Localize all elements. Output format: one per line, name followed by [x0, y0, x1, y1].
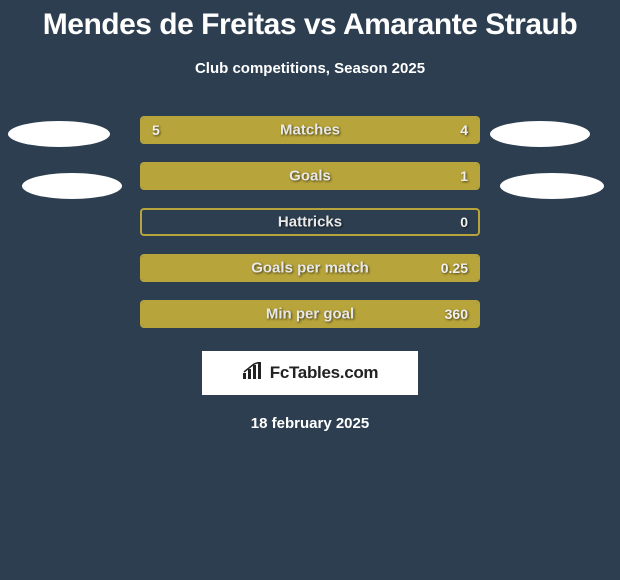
stat-row: 0.25 Goals per match: [0, 245, 620, 291]
stat-value-right: 360: [445, 306, 468, 322]
stat-bar: 0.25 Goals per match: [140, 254, 480, 282]
page-title: Mendes de Freitas vs Amarante Straub: [0, 8, 620, 42]
stat-label: Min per goal: [266, 306, 354, 323]
comparison-infographic: Mendes de Freitas vs Amarante Straub Clu…: [0, 0, 620, 432]
bar-chart-icon: [242, 362, 264, 385]
stat-bar: 5 4 Matches: [140, 116, 480, 144]
stat-bar: 360 Min per goal: [140, 300, 480, 328]
stat-row: 360 Min per goal: [0, 291, 620, 337]
stat-value-right: 4: [460, 122, 468, 138]
stat-value-right: 1: [460, 168, 468, 184]
stats-area: 5 4 Matches 1 Goals 0 Hattricks 0.25 Goals per m…: [0, 107, 620, 337]
stat-label: Goals: [289, 168, 331, 185]
stat-label: Goals per match: [251, 260, 369, 277]
stat-value-right: 0: [460, 214, 468, 230]
stat-bar: 0 Hattricks: [140, 208, 480, 236]
decorative-ellipse: [8, 121, 110, 147]
date-line: 18 february 2025: [0, 415, 620, 432]
stat-bar: 1 Goals: [140, 162, 480, 190]
decorative-ellipse: [22, 173, 122, 199]
stat-label: Matches: [280, 122, 340, 139]
brand-text: FcTables.com: [270, 363, 379, 383]
brand-box[interactable]: FcTables.com: [202, 351, 418, 395]
stat-value-left: 5: [152, 122, 160, 138]
decorative-ellipse: [500, 173, 604, 199]
stat-label: Hattricks: [278, 214, 342, 231]
page-subtitle: Club competitions, Season 2025: [0, 60, 620, 77]
decorative-ellipse: [490, 121, 590, 147]
stat-row: 0 Hattricks: [0, 199, 620, 245]
stat-value-right: 0.25: [441, 260, 468, 276]
